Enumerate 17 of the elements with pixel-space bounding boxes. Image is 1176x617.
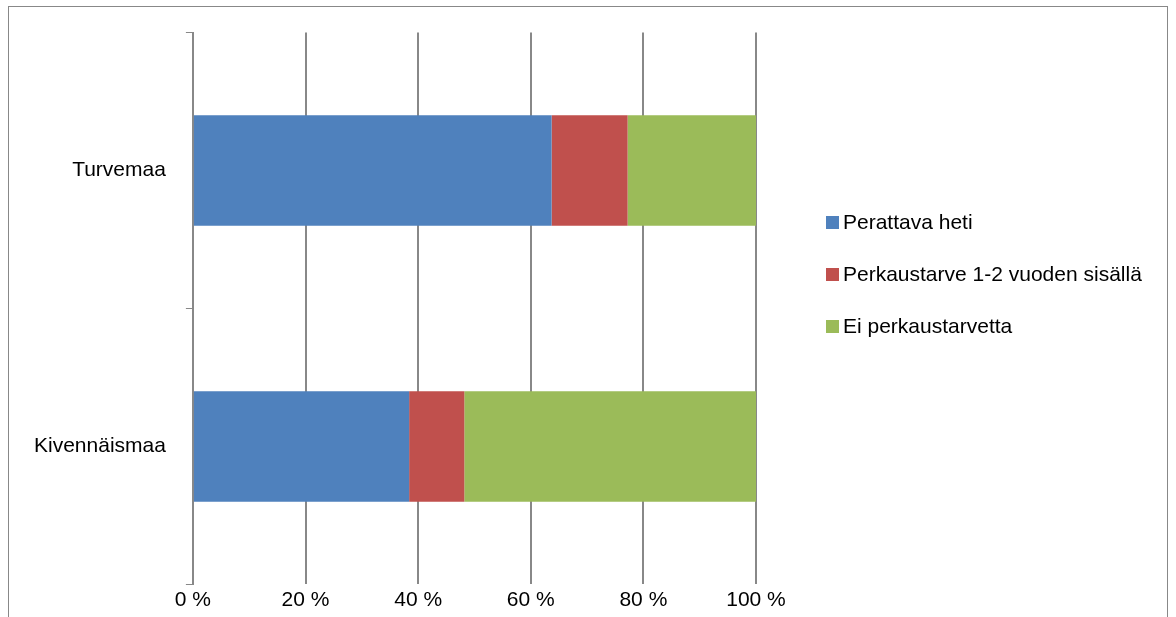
x-tick-label: 0 %	[174, 586, 211, 610]
x-tick-label: 100 %	[726, 586, 786, 610]
legend-label: Perattava heti	[843, 210, 973, 234]
bar	[193, 391, 410, 502]
legend-label: Ei perkaustarvetta	[843, 314, 1013, 338]
y-tick-label: Kivennäismaa	[34, 433, 167, 457]
legend-label: Perkaustarve 1-2 vuoden sisällä	[843, 262, 1142, 286]
x-tick-label: 60 %	[506, 586, 555, 610]
bar	[551, 115, 628, 226]
x-tick-label: 80 %	[619, 586, 668, 610]
bar	[464, 391, 756, 502]
y-tick-label: Turvemaa	[72, 157, 167, 181]
bar	[627, 115, 756, 226]
bar	[193, 115, 552, 226]
x-tick-label: 40 %	[394, 586, 443, 610]
bar	[409, 391, 465, 502]
x-tick-label: 20 %	[281, 586, 330, 610]
